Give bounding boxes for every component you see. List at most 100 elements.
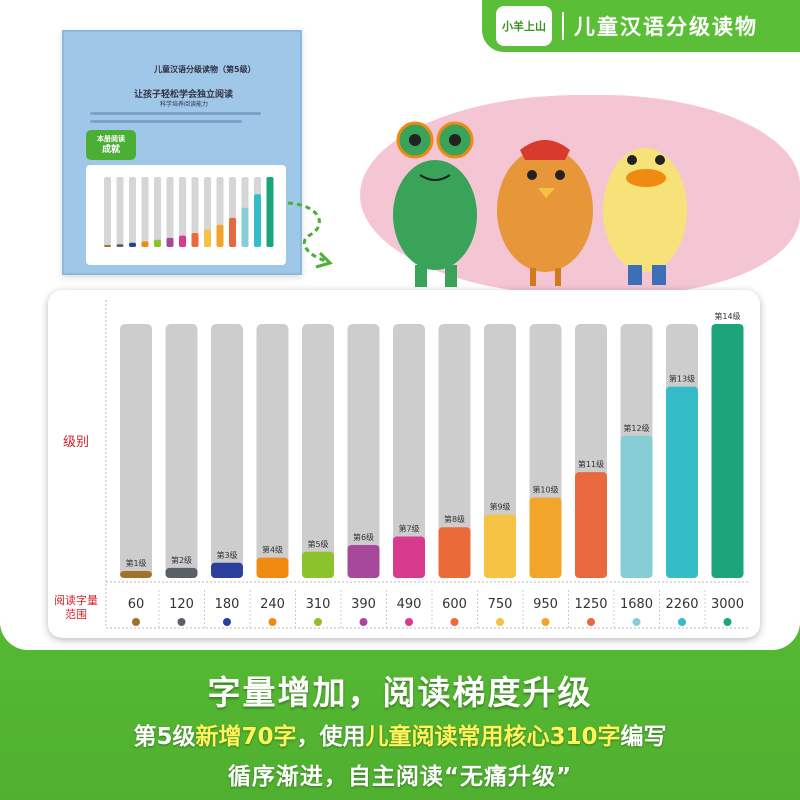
bar-track — [211, 324, 243, 578]
mini-bar-track — [191, 177, 199, 247]
subheadline-line-2: 循序渐进，自主阅读“无痛升级” — [227, 764, 573, 790]
mini-bar — [141, 241, 149, 247]
x-tick-label: 490 — [397, 597, 422, 612]
subheadline-core-chars: 儿童阅读常用核心310字 — [365, 724, 621, 750]
bar-track — [256, 324, 289, 578]
mini-bar — [104, 245, 111, 247]
level-dot — [541, 618, 550, 626]
level-dot — [359, 618, 368, 626]
mini-bar-track — [166, 177, 174, 247]
mini-bar-track — [154, 177, 161, 247]
x-tick-label: 950 — [533, 597, 558, 612]
thumb-series-label: 儿童汉语分级读物（第5级） — [154, 65, 256, 74]
bar-4 — [256, 557, 289, 578]
level-dot — [587, 618, 595, 626]
brand-divider — [562, 12, 564, 40]
level-dot — [496, 618, 504, 626]
x-tick-label: 600 — [442, 597, 467, 612]
mini-bar-track — [204, 177, 211, 247]
bar-track — [393, 324, 425, 578]
bar-13 — [666, 386, 698, 578]
bar-5 — [302, 551, 334, 578]
mini-bar — [154, 239, 161, 247]
bar-level-label: 第2级 — [171, 555, 192, 565]
mini-bar — [166, 237, 174, 247]
bar-level-label: 第10级 — [532, 485, 558, 495]
level-dot — [132, 618, 140, 626]
mini-bar-track — [141, 177, 149, 247]
x-tick-label: 750 — [488, 597, 513, 612]
x-tick-label: 310 — [306, 597, 331, 612]
mini-bar — [129, 242, 136, 247]
bar-level-label: 第4级 — [262, 545, 283, 555]
bar-level-label: 第12级 — [623, 423, 649, 433]
brand-title: 儿童汉语分级读物 — [574, 15, 758, 39]
bar-11 — [575, 472, 607, 578]
bar-level-label: 第13级 — [669, 374, 695, 384]
level-dot — [268, 618, 277, 626]
mini-bar — [191, 233, 199, 247]
bar-level-label: 第1级 — [125, 558, 146, 568]
mini-bar — [204, 229, 211, 247]
mini-bar — [179, 235, 186, 247]
bar-track — [165, 324, 198, 578]
subheadline-write: 编写 — [620, 724, 667, 750]
bar-14 — [711, 324, 744, 578]
level-dot — [632, 618, 641, 626]
mini-bar-track — [116, 177, 124, 247]
level-dot — [678, 618, 686, 626]
bar-6 — [347, 544, 380, 578]
thumb-badge-top: 本册阅读 — [97, 135, 125, 143]
level-dot — [405, 618, 413, 626]
top-area: 小羊上山 儿童汉语分级读物 儿童汉语分级读物（第5级） 让孩子轻松学会独立阅读 … — [48, 0, 800, 638]
thumb-text-lines — [90, 112, 280, 128]
bar-level-label: 第14级 — [714, 311, 740, 321]
x-tick-label: 2260 — [665, 597, 698, 612]
thumb-badge: 本册阅读 成就 — [86, 130, 136, 160]
level-dot — [314, 618, 322, 626]
curved-arrow-icon — [287, 201, 333, 269]
x-tick-label: 1250 — [574, 597, 607, 612]
bar-level-label: 第5级 — [307, 539, 328, 549]
x-tick-label: 120 — [169, 597, 194, 612]
bar-track — [302, 324, 334, 578]
thumb-badge-bottom: 成就 — [101, 145, 120, 155]
x-tick-label: 3000 — [711, 597, 744, 612]
level-dot — [223, 618, 231, 626]
bar-level-label: 第8级 — [444, 514, 465, 524]
headline: 字量增加，阅读梯度升级 — [207, 673, 593, 712]
cartoon-characters-illustration — [393, 121, 687, 287]
bar-12 — [620, 435, 653, 578]
bar-8 — [438, 527, 471, 578]
duck-character-icon — [603, 148, 687, 285]
x-tick-label: 60 — [128, 597, 145, 612]
x-tick-label: 240 — [260, 597, 285, 612]
bar-10 — [529, 497, 562, 578]
mini-bar — [241, 207, 249, 247]
mini-bar-track — [179, 177, 186, 247]
bar-7 — [393, 536, 425, 578]
bar-level-label: 第11级 — [578, 459, 604, 469]
thumb-title: 让孩子轻松学会独立阅读 — [134, 90, 234, 100]
brand-logo: 小羊上山 — [496, 6, 552, 46]
x-axis-label-line2: 范围 — [65, 607, 87, 621]
mini-bar — [254, 194, 261, 247]
bar-level-label: 第9级 — [489, 502, 510, 512]
level-dot — [723, 618, 732, 626]
mini-bar-track — [129, 177, 136, 247]
bar-track — [120, 324, 152, 578]
subheadline-level: 第5级 — [133, 724, 196, 750]
bar-1 — [120, 571, 152, 578]
mini-bar — [216, 224, 224, 247]
mini-bar — [266, 177, 274, 247]
x-tick-label: 1680 — [620, 597, 653, 612]
bar-9 — [484, 514, 516, 578]
x-tick-label: 390 — [351, 597, 376, 612]
book-page-thumbnail: 儿童汉语分级读物（第5级） 让孩子轻松学会独立阅读 科学培养阅读能力 本册阅读 … — [62, 30, 302, 275]
frog-character-icon — [393, 121, 477, 287]
mini-bar — [116, 244, 124, 247]
mini-bar — [229, 217, 236, 247]
thumb-mini-chart — [86, 165, 286, 265]
chart-card: 级别 阅读字量 范围 第1级 60 第2级 120 第3级 180 第4级 240 第5级 310… — [48, 290, 760, 638]
thumb-subtitle: 科学培养阅读能力 — [160, 101, 209, 108]
